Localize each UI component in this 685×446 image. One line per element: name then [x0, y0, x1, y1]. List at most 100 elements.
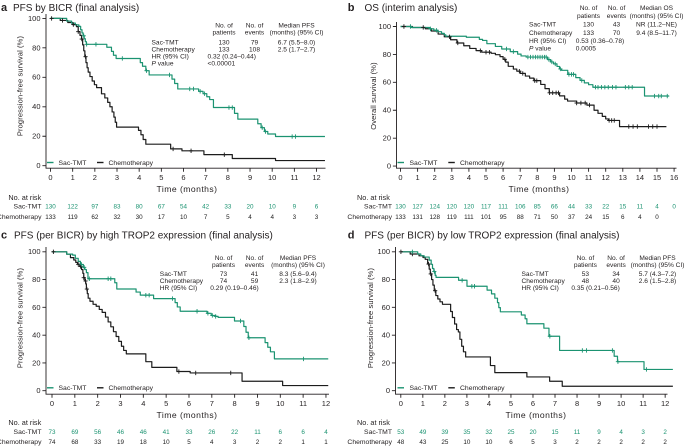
svg-text:No. of: No. of [215, 255, 233, 262]
svg-text:12: 12 [661, 399, 669, 408]
svg-text:patients: patients [574, 262, 598, 269]
svg-text:8.3 (5.6–9.4): 8.3 (5.6–9.4) [279, 271, 316, 278]
svg-text:a: a [1, 2, 8, 14]
svg-text:1: 1 [73, 399, 77, 408]
svg-text:12: 12 [312, 173, 320, 182]
svg-text:0.35 (0.21–0.56): 0.35 (0.21–0.56) [571, 285, 619, 292]
svg-text:0.32 (0.24–0.44): 0.32 (0.24–0.44) [208, 53, 256, 60]
svg-text:Sac-TMT: Sac-TMT [364, 429, 392, 436]
svg-text:10: 10 [269, 204, 277, 211]
svg-text:79: 79 [251, 39, 259, 46]
svg-text:PFS (per BICR) by high TROP2 e: PFS (per BICR) by high TROP2 expression … [14, 231, 273, 242]
svg-text:(months) (95% CI): (months) (95% CI) [271, 262, 325, 269]
svg-text:3: 3 [233, 439, 237, 446]
svg-text:11: 11 [637, 204, 644, 211]
svg-text:Progression-free survival (%): Progression-free survival (%) [16, 268, 25, 369]
svg-text:0: 0 [36, 386, 40, 395]
svg-text:Chemotherapy: Chemotherapy [460, 385, 505, 392]
svg-text:25: 25 [441, 439, 449, 446]
svg-text:6: 6 [279, 429, 283, 436]
svg-text:22: 22 [231, 429, 239, 436]
svg-text:Time (months): Time (months) [157, 184, 218, 194]
svg-text:0.29 (0.19–0.46): 0.29 (0.19–0.46) [210, 285, 258, 292]
svg-text:80: 80 [383, 50, 391, 59]
svg-text:Progression-free survival (%): Progression-free survival (%) [366, 268, 375, 369]
svg-text:Sac-TMT: Sac-TMT [410, 385, 438, 392]
svg-text:1: 1 [324, 439, 328, 446]
svg-text:20: 20 [382, 358, 390, 367]
svg-text:15: 15 [653, 173, 661, 182]
svg-text:2.5 (1.7–2.7): 2.5 (1.7–2.7) [278, 46, 315, 53]
svg-text:4: 4 [467, 173, 471, 182]
svg-text:2: 2 [575, 439, 579, 446]
svg-text:Chemotherapy: Chemotherapy [0, 439, 42, 446]
svg-text:Time (months): Time (months) [157, 410, 218, 420]
svg-text:Chemotherapy: Chemotherapy [347, 214, 392, 221]
svg-text:No. at risk: No. at risk [357, 193, 390, 202]
svg-text:59: 59 [251, 278, 259, 285]
svg-text:2: 2 [663, 429, 667, 436]
svg-text:Chemotherapy: Chemotherapy [460, 160, 505, 167]
svg-text:5: 5 [509, 399, 513, 408]
svg-text:Chemotherapy: Chemotherapy [160, 278, 204, 285]
svg-text:37: 37 [568, 214, 576, 221]
svg-text:60: 60 [383, 78, 391, 87]
svg-text:No. at risk: No. at risk [357, 418, 390, 427]
svg-text:PFS by BICR (final analysis): PFS by BICR (final analysis) [13, 3, 139, 14]
svg-text:20: 20 [383, 134, 391, 143]
svg-text:43: 43 [613, 21, 621, 28]
svg-text:OS (interim analysis): OS (interim analysis) [365, 3, 458, 14]
svg-text:5: 5 [484, 173, 488, 182]
svg-text:15: 15 [602, 214, 610, 221]
svg-text:0: 0 [655, 214, 659, 221]
svg-text:5: 5 [159, 173, 163, 182]
svg-text:117: 117 [481, 204, 492, 211]
svg-text:16: 16 [670, 173, 678, 182]
svg-text:6: 6 [621, 214, 625, 221]
svg-text:26: 26 [208, 429, 216, 436]
svg-text:<0.00001: <0.00001 [208, 60, 236, 67]
svg-text:33: 33 [94, 439, 102, 446]
svg-text:0: 0 [36, 161, 40, 170]
svg-text:4: 4 [210, 439, 214, 446]
svg-text:127: 127 [412, 204, 423, 211]
svg-text:41: 41 [163, 429, 171, 436]
svg-text:4: 4 [487, 399, 491, 408]
svg-text:3: 3 [450, 173, 454, 182]
svg-text:d: d [348, 230, 355, 242]
svg-text:11: 11 [254, 429, 261, 436]
svg-text:68: 68 [71, 439, 79, 446]
svg-text:patients: patients [212, 262, 236, 269]
svg-text:34: 34 [612, 271, 620, 278]
svg-text:patients: patients [212, 29, 236, 36]
svg-text:130: 130 [583, 21, 594, 28]
svg-text:No. of: No. of [607, 255, 625, 262]
svg-text:80: 80 [32, 275, 40, 284]
svg-text:Sac-TMT: Sac-TMT [59, 160, 87, 167]
svg-text:22: 22 [602, 204, 610, 211]
svg-text:1: 1 [301, 439, 305, 446]
svg-text:(months) (95% CI): (months) (95% CI) [631, 262, 685, 269]
svg-text:Sac-TMT: Sac-TMT [160, 271, 187, 278]
svg-text:HR (95% CI): HR (95% CI) [160, 285, 197, 292]
svg-text:111: 111 [464, 214, 474, 221]
svg-text:0: 0 [387, 162, 391, 171]
svg-text:33: 33 [185, 429, 193, 436]
svg-text:2: 2 [93, 173, 97, 182]
svg-text:128: 128 [429, 214, 440, 221]
svg-text:Median PFS: Median PFS [280, 255, 317, 262]
svg-text:73: 73 [48, 429, 56, 436]
svg-text:Chemotherapy: Chemotherapy [0, 214, 42, 221]
svg-text:P value: P value [152, 60, 174, 67]
svg-text:120: 120 [447, 204, 458, 211]
svg-text:120: 120 [464, 204, 475, 211]
svg-text:40: 40 [32, 331, 40, 340]
svg-text:70: 70 [613, 30, 621, 37]
svg-text:Chemotherapy: Chemotherapy [522, 278, 566, 285]
svg-text:74: 74 [220, 278, 228, 285]
svg-text:4: 4 [141, 399, 145, 408]
svg-text:32: 32 [114, 214, 122, 221]
svg-text:9: 9 [248, 173, 252, 182]
svg-text:6: 6 [181, 173, 185, 182]
svg-text:6.7 (5.5–8.0): 6.7 (5.5–8.0) [278, 39, 315, 46]
